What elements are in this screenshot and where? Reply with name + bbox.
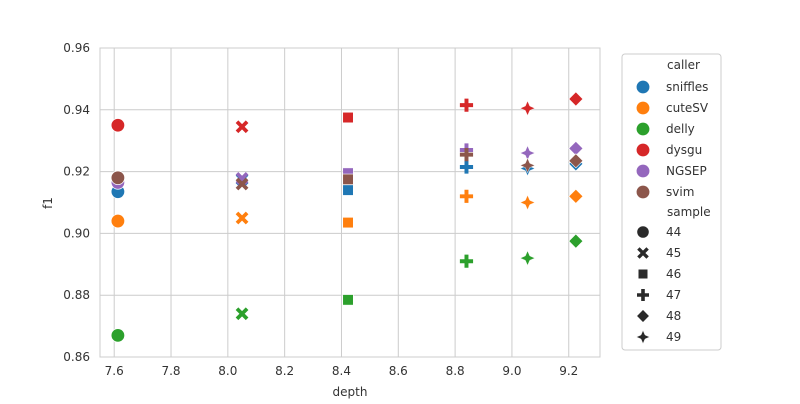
legend-label-sample-44: 44 [666, 225, 681, 239]
data-point-cutesv-48 [568, 188, 584, 204]
data-point-delly-45 [235, 307, 249, 321]
plot-background [100, 48, 600, 357]
x-tick-label: 7.8 [161, 364, 180, 378]
y-tick-label: 0.88 [63, 288, 90, 302]
legend-label-sample-49: 49 [666, 330, 681, 344]
legend-marker-delly [635, 121, 651, 137]
legend-marker-svim [635, 184, 651, 200]
legend-label-delly: delly [666, 122, 695, 136]
y-tick-labels: 0.86 0.88 0.90 0.92 0.94 0.96 [63, 41, 90, 364]
legend-marker-sample-48 [636, 309, 650, 323]
data-point-cutesv-49 [519, 194, 536, 211]
legend-caller-title: caller [667, 58, 700, 72]
y-tick-label: 0.94 [63, 103, 90, 117]
data-point-dysgu-46 [342, 111, 354, 124]
y-tick-label: 0.86 [63, 350, 90, 364]
data-point-delly-47 [459, 254, 474, 268]
data-point-dysgu-44 [110, 118, 126, 133]
x-tick-label: 8.6 [389, 364, 408, 378]
legend-label-sample-48: 48 [666, 309, 681, 323]
data-point-cutesv-47 [459, 189, 474, 203]
legend-caller-entries: sniffles cuteSV delly dysgu NGSEP svim [635, 79, 709, 200]
data-point-delly-44 [110, 328, 126, 343]
legend-marker-sample-45 [637, 247, 649, 259]
y-tick-label: 0.90 [63, 226, 90, 240]
legend-label-ngsep: NGSEP [666, 164, 707, 178]
legend-marker-sample-49 [635, 329, 651, 345]
x-tick-label: 8.0 [218, 364, 237, 378]
data-point-delly-46 [342, 294, 354, 306]
data-point-dysgu-47 [459, 98, 474, 112]
x-axis-label: depth [333, 385, 368, 399]
legend-marker-cutesv [635, 100, 651, 116]
data-point-svim-48 [568, 153, 584, 169]
plot-frame [99, 47, 601, 358]
legend-marker-sniffles [635, 79, 651, 95]
legend-marker-dysgu [635, 142, 651, 158]
x-tick-label: 8.2 [275, 364, 294, 378]
data-point-cutesv-46 [342, 217, 354, 229]
legend-label-svim: svim [666, 185, 694, 199]
data-point-svim-47 [459, 148, 474, 162]
legend-label-sample-47: 47 [666, 288, 681, 302]
y-tick-label: 0.96 [63, 41, 90, 55]
data-point-svim-44 [110, 170, 126, 185]
data-point-cutesv-44 [110, 213, 126, 229]
y-axis-label: f1 [41, 197, 55, 209]
legend-sample-entries: 44 45 46 47 48 49 [635, 225, 681, 345]
data-point-svim-49 [519, 157, 536, 174]
data-point-svim-45 [235, 177, 249, 191]
x-tick-label: 9.2 [559, 364, 578, 378]
data-point-sniffles-46 [342, 184, 354, 196]
x-tick-labels: 7.6 7.8 8.0 8.2 8.4 8.6 8.8 9.0 9.2 [105, 364, 579, 378]
legend-label-sniffles: sniffles [666, 80, 708, 94]
data-points [110, 91, 584, 343]
data-point-delly-48 [568, 233, 584, 249]
x-tick-label: 8.4 [332, 364, 351, 378]
data-point-dysgu-48 [568, 91, 584, 107]
data-point-svim-46 [342, 173, 354, 185]
legend-label-dysgu: dysgu [666, 143, 702, 157]
legend-marker-ngsep [635, 163, 651, 179]
x-tick-label: 7.6 [105, 364, 124, 378]
x-tick-label: 8.8 [446, 364, 465, 378]
legend-marker-sample-46 [637, 268, 649, 280]
legend-box [621, 53, 722, 351]
legend-marker-sample-47 [637, 289, 649, 301]
legend-label-sample-46: 46 [666, 267, 681, 281]
legend-label-sample-45: 45 [666, 246, 681, 260]
y-tick-label: 0.92 [63, 165, 90, 179]
legend-label-cutesv: cuteSV [666, 101, 709, 115]
legend-sample-title: sample [667, 205, 711, 219]
legend: caller sniffles cuteSV delly dysgu NGSEP svim… [621, 53, 722, 351]
data-point-dysgu-49 [519, 100, 536, 117]
data-point-sniffles-47 [459, 160, 474, 174]
legend-marker-sample-44 [636, 225, 650, 239]
data-point-delly-49 [519, 250, 536, 266]
data-point-cutesv-45 [235, 211, 249, 225]
data-point-dysgu-45 [235, 120, 249, 134]
x-tick-label: 9.0 [502, 364, 521, 378]
